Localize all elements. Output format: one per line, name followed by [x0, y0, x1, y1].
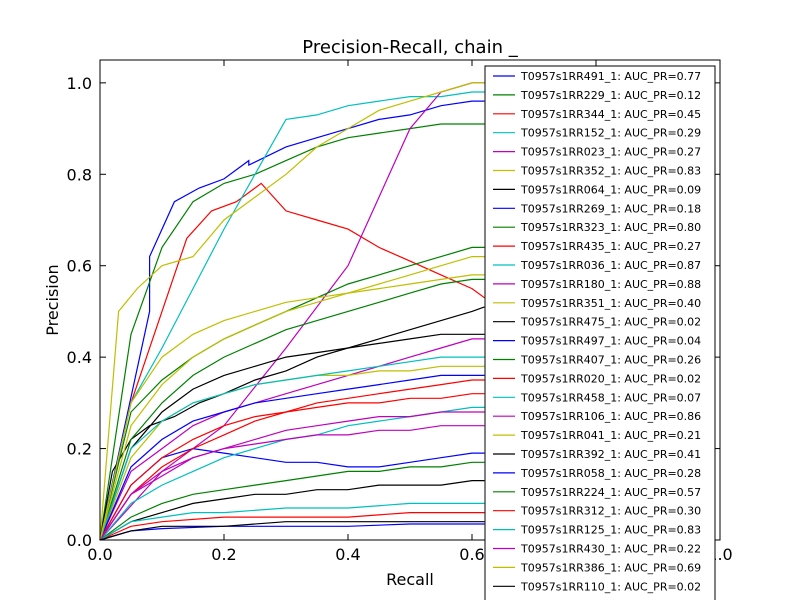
- plot-frame: [99, 59, 721, 541]
- chart-title: Precision-Recall, chain _: [302, 37, 518, 58]
- legend-entry-label: T0957s1RR407_1: AUC_PR=0.26: [520, 354, 701, 367]
- legend-entry-label: T0957s1RR106_1: AUC_PR=0.86: [520, 410, 701, 423]
- legend-entry-label: T0957s1RR352_1: AUC_PR=0.83: [520, 165, 701, 178]
- y-tick-label: 0.2: [67, 440, 92, 459]
- series-line-2: [99, 123, 485, 541]
- series-line-10: [99, 379, 485, 541]
- series-line-4: [99, 91, 485, 541]
- legend-entry-label: T0957s1RR491_1: AUC_PR=0.77: [520, 70, 701, 83]
- y-tick-label: 0.6: [67, 257, 92, 276]
- y-tick-label: 0.8: [67, 165, 92, 184]
- series-line-22: [99, 374, 485, 541]
- legend-entry-label: T0957s1RR312_1: AUC_PR=0.30: [520, 505, 701, 518]
- x-tick-label: 0.6: [459, 545, 484, 564]
- series-line-21: [99, 333, 485, 541]
- y-axis: 0.0 0.2 0.4 0.6 0.8 1.0: [67, 74, 720, 550]
- series-line-26: [99, 425, 485, 541]
- legend-entry-label: T0957s1RR058_1: AUC_PR=0.28: [520, 467, 701, 480]
- legend-entry-label: T0957s1RR435_1: AUC_PR=0.27: [520, 240, 701, 253]
- series-line-3: [99, 182, 485, 541]
- legend-entry-label: T0957s1RR430_1: AUC_PR=0.22: [520, 543, 701, 556]
- legend-entry-label: T0957s1RR224_1: AUC_PR=0.57: [520, 486, 701, 499]
- legend-entry-label: T0957s1RR475_1: AUC_PR=0.02: [520, 316, 701, 329]
- legend-entry-label: T0957s1RR036_1: AUC_PR=0.87: [520, 259, 701, 272]
- series-line-23: [99, 278, 485, 541]
- legend-entry-label: T0957s1RR392_1: AUC_PR=0.41: [520, 448, 701, 461]
- x-tick-label: 0.4: [335, 545, 360, 564]
- series-line-14: [99, 480, 485, 541]
- series-line-15: [99, 523, 485, 541]
- series-line-28: [99, 521, 485, 541]
- series-line-9: [99, 246, 485, 541]
- series-line-25: [99, 356, 485, 541]
- legend-entry-label: T0957s1RR020_1: AUC_PR=0.02: [520, 372, 701, 385]
- legend-entry-label: T0957s1RR458_1: AUC_PR=0.07: [520, 391, 701, 404]
- legend-entry-label: T0957s1RR125_1: AUC_PR=0.83: [520, 524, 701, 537]
- legend-entry-label: T0957s1RR041_1: AUC_PR=0.21: [520, 429, 701, 442]
- y-tick-label: 0.4: [67, 348, 92, 367]
- y-tick-label: 0.0: [67, 531, 92, 550]
- series-line-13: [99, 274, 485, 541]
- legend: T0957s1RR491_1: AUC_PR=0.77 T0957s1RR229_…: [484, 65, 716, 600]
- legend-entry-label: T0957s1RR351_1: AUC_PR=0.40: [520, 297, 701, 310]
- legend-entry-label: T0957s1RR229_1: AUC_PR=0.12: [520, 89, 701, 102]
- legend-entry-label: T0957s1RR386_1: AUC_PR=0.69: [520, 561, 701, 574]
- legend-entry-label: T0957s1RR064_1: AUC_PR=0.09: [520, 183, 701, 196]
- legend-entry-label: T0957s1RR344_1: AUC_PR=0.45: [520, 108, 701, 121]
- series-line-24: [99, 393, 485, 541]
- legend-entry-label: T0957s1RR269_1: AUC_PR=0.18: [520, 202, 701, 215]
- y-axis-label: Precision: [43, 264, 62, 335]
- series-line-18: [99, 502, 485, 541]
- series-layer: [99, 82, 485, 541]
- series-line-8: [99, 447, 485, 541]
- x-tick-label: 0.0: [87, 545, 112, 564]
- series-line-17: [99, 512, 485, 541]
- series-line-7: [99, 306, 485, 541]
- series-line-27: [99, 256, 485, 541]
- legend-entry-label: T0957s1RR323_1: AUC_PR=0.80: [520, 221, 701, 234]
- series-line-12: [99, 411, 485, 541]
- legend-box: [484, 65, 716, 600]
- legend-entry-label: T0957s1RR110_1: AUC_PR=0.02: [520, 580, 701, 593]
- legend-entry-label: T0957s1RR180_1: AUC_PR=0.88: [520, 278, 701, 291]
- series-line-16: [99, 461, 485, 541]
- series-line-19: [99, 338, 485, 541]
- legend-entry-label: T0957s1RR497_1: AUC_PR=0.04: [520, 335, 701, 348]
- series-line-6: [99, 82, 485, 541]
- legend-entry-label: T0957s1RR152_1: AUC_PR=0.29: [520, 127, 701, 140]
- x-axis-label: Recall: [386, 570, 434, 589]
- legend-entry-label: T0957s1RR023_1: AUC_PR=0.27: [520, 146, 701, 159]
- x-tick-label: 0.2: [211, 545, 236, 564]
- y-tick-label: 1.0: [67, 74, 92, 93]
